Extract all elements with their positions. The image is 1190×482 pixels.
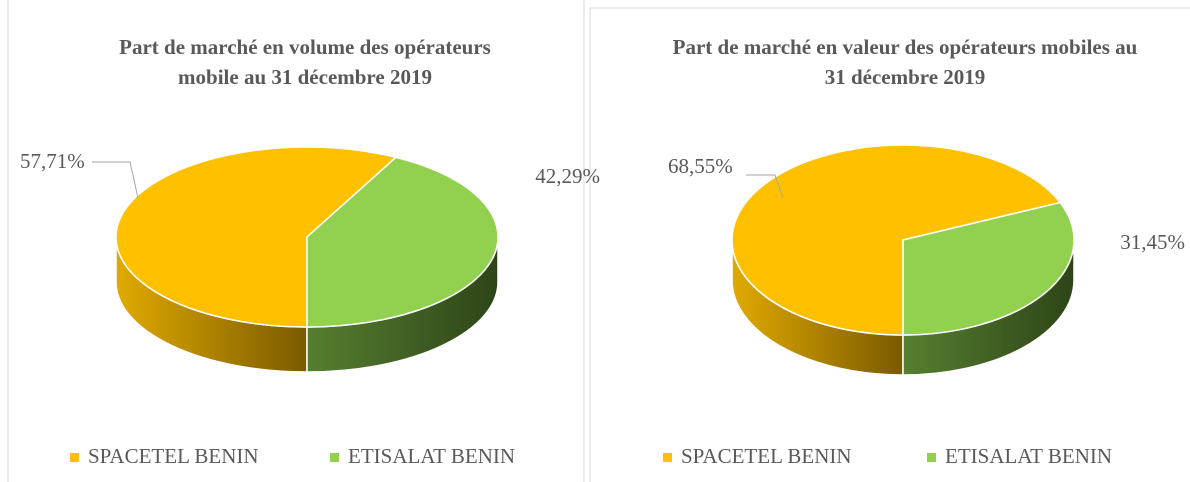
legend-label: SPACETEL BENIN <box>681 444 852 468</box>
leader-line <box>92 161 139 199</box>
leader-line <box>746 174 784 199</box>
data-label: 42,29% <box>535 164 600 188</box>
chart-title: Part de marché en volume des opérateurs … <box>119 35 491 89</box>
legend-label: SPACETEL BENIN <box>88 444 259 468</box>
pie-slice <box>306 156 499 328</box>
legend-swatch <box>927 453 936 462</box>
data-label: 31,45% <box>1120 230 1185 254</box>
data-label: 68,55% <box>668 154 733 178</box>
pie-slice <box>115 146 398 328</box>
legend-swatch <box>70 453 79 462</box>
pie-slice <box>902 201 1075 336</box>
data-label: 57,71% <box>20 149 85 173</box>
pie-slice <box>731 144 1062 336</box>
legend-label: ETISALAT BENIN <box>348 444 515 468</box>
legend-swatch <box>330 453 339 462</box>
chart-title: Part de marché en valeur des opérateurs … <box>672 35 1138 89</box>
legend-label: ETISALAT BENIN <box>945 444 1112 468</box>
legend-swatch <box>663 453 672 462</box>
